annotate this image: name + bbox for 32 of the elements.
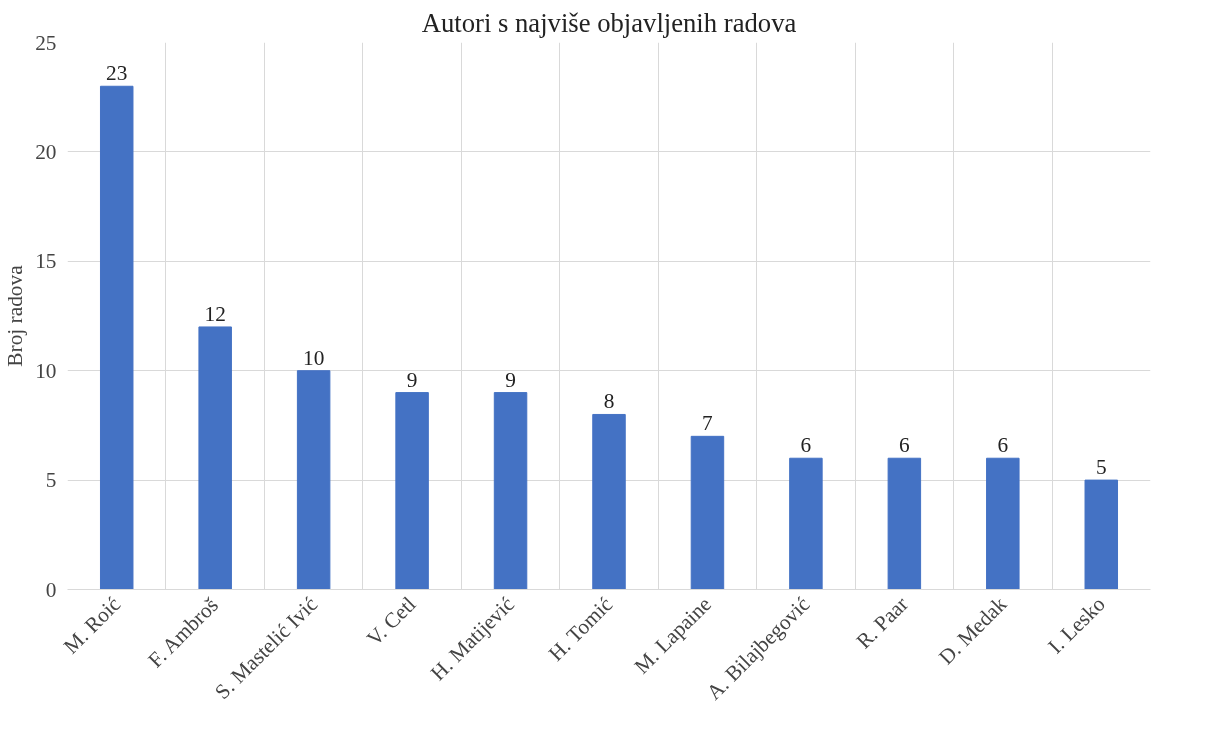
bar	[1084, 479, 1119, 590]
data-label: 23	[106, 61, 128, 86]
y-tick-label: 10	[35, 358, 57, 383]
data-label: 6	[997, 433, 1009, 458]
data-label: 10	[302, 345, 325, 370]
data-label: 6	[800, 433, 812, 458]
x-tick-label: V. Cetl	[361, 591, 421, 651]
y-tick-label: 20	[35, 139, 57, 164]
data-label: 5	[1095, 455, 1107, 480]
data-label: 12	[204, 301, 226, 326]
bar	[592, 413, 626, 590]
bar	[296, 370, 331, 590]
bar	[198, 326, 232, 590]
y-tick-label: 25	[35, 30, 57, 55]
data-label: 9	[505, 367, 516, 392]
bar	[789, 457, 823, 590]
data-label: 8	[603, 389, 615, 414]
y-tick-label: 0	[45, 577, 57, 602]
chart-title: Autori s najviše objavljenih radova	[421, 7, 797, 38]
y-tick-label: 5	[45, 468, 57, 493]
bar	[493, 392, 528, 590]
x-tick-label: R. Paar	[851, 592, 913, 654]
bar	[986, 457, 1020, 590]
data-label: 7	[702, 411, 714, 436]
bar	[887, 457, 922, 590]
y-axis-title: Broj radova	[3, 264, 28, 367]
bar	[99, 85, 134, 590]
data-label: 6	[899, 433, 911, 458]
data-label: 9	[406, 367, 418, 392]
bar	[690, 435, 725, 590]
y-tick-label: 15	[35, 249, 57, 274]
bar	[395, 392, 429, 590]
